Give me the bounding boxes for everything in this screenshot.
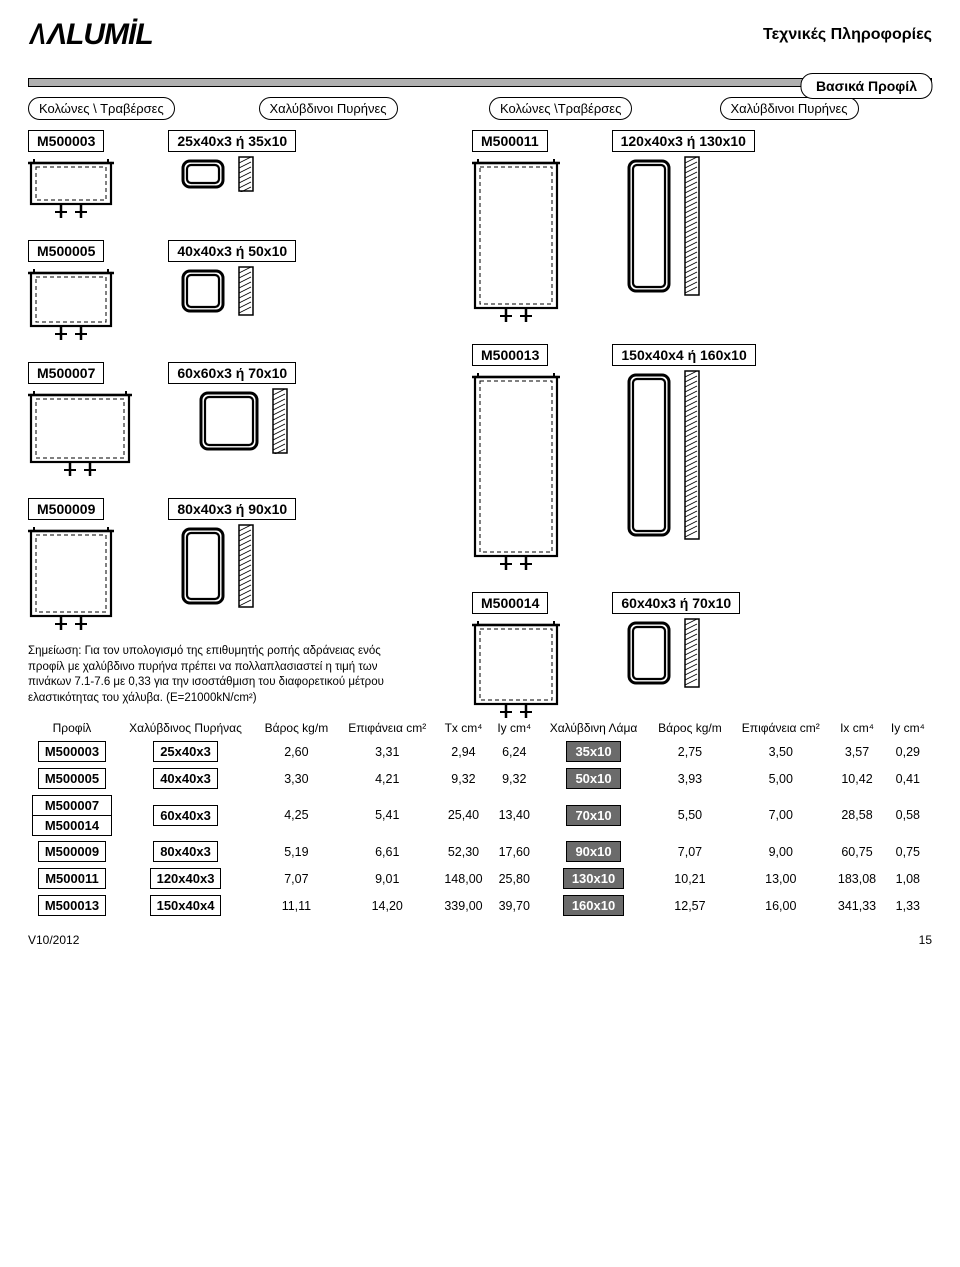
profile-code: M500013 [472, 344, 548, 366]
footer-left: V10/2012 [28, 933, 79, 947]
core-tube [178, 524, 228, 608]
table-row: M500007M500014 60x40x3 4,255,4125,4013,4… [28, 792, 932, 838]
core-code: 60x60x3 ή 70x10 [168, 362, 296, 384]
core-plate [238, 156, 254, 192]
profile-block: M500013 150x40x4 ή 160x10 [472, 344, 932, 576]
core-tube [624, 370, 674, 540]
profile-code: M500005 [28, 240, 104, 262]
profile-drawing [28, 524, 114, 636]
core-code: 80x40x3 ή 90x10 [168, 498, 296, 520]
core-plate [238, 524, 254, 608]
header-3: Κολώνες \Τραβέρσες [489, 97, 632, 120]
page-title: Τεχνικές Πληροφορίες [763, 26, 932, 44]
core-code: 25x40x3 ή 35x10 [168, 130, 296, 152]
section-tag: Βασικά Προφίλ [801, 73, 932, 99]
profile-code: M500009 [28, 498, 104, 520]
profile-drawing [472, 618, 560, 724]
profile-drawing [28, 266, 114, 346]
profile-code: M500011 [472, 130, 548, 152]
profile-code: M500007 [28, 362, 104, 384]
table-row: M500011 120x40x3 7,079,01148,0025,80 130… [28, 865, 932, 892]
core-tube [624, 156, 674, 296]
table-row: M500003 25x40x3 2,603,312,946,24 35x10 2… [28, 738, 932, 765]
profile-block: M500011 120x40x3 ή 130x10 [472, 130, 932, 328]
core-tube [624, 618, 674, 688]
profile-drawing [472, 156, 560, 328]
profile-drawing [28, 388, 132, 482]
table-row: M500005 40x40x3 3,304,219,329,32 50x10 3… [28, 765, 932, 792]
profile-drawing [28, 156, 114, 224]
brand-text: ΛLUMİL [47, 18, 153, 51]
profile-block: M500007 60x60x3 ή 70x10 [28, 362, 428, 482]
core-code: 150x40x4 ή 160x10 [612, 344, 755, 366]
profile-block: M500009 80x40x3 ή 90x10 [28, 498, 428, 636]
core-tube [178, 156, 228, 192]
header-2: Χαλύβδινοι Πυρήνες [259, 97, 398, 120]
brand-logo: ΛΛLUMİL [28, 18, 153, 52]
table-row: M500009 80x40x3 5,196,6152,3017,60 90x10… [28, 838, 932, 865]
data-table: Προφίλ Χαλύβδινος Πυρήνας Βάρος kg/m Επι… [28, 718, 932, 919]
footer-right: 15 [919, 933, 932, 947]
profile-block: M500003 25x40x3 ή 35x10 [28, 130, 428, 224]
profile-block: M500014 60x40x3 ή 70x10 [472, 592, 932, 724]
profile-drawing [472, 370, 560, 576]
core-tube [178, 266, 228, 316]
profile-code: M500003 [28, 130, 104, 152]
core-code: 60x40x3 ή 70x10 [612, 592, 740, 614]
table-row: M500013 150x40x4 11,1114,20339,0039,70 1… [28, 892, 932, 919]
core-plate [684, 370, 700, 540]
profile-code: M500014 [472, 592, 548, 614]
core-plate [684, 156, 700, 296]
core-plate [238, 266, 254, 316]
header-1: Κολώνες \ Τραβέρσες [28, 97, 175, 120]
core-plate [684, 618, 700, 688]
core-code: 120x40x3 ή 130x10 [612, 130, 755, 152]
core-plate [272, 388, 288, 454]
core-code: 40x40x3 ή 50x10 [168, 240, 296, 262]
core-tube [196, 388, 262, 454]
profile-block: M500005 40x40x3 ή 50x10 [28, 240, 428, 346]
gray-band [28, 78, 932, 87]
header-4: Χαλύβδινοι Πυρήνες [720, 97, 859, 120]
